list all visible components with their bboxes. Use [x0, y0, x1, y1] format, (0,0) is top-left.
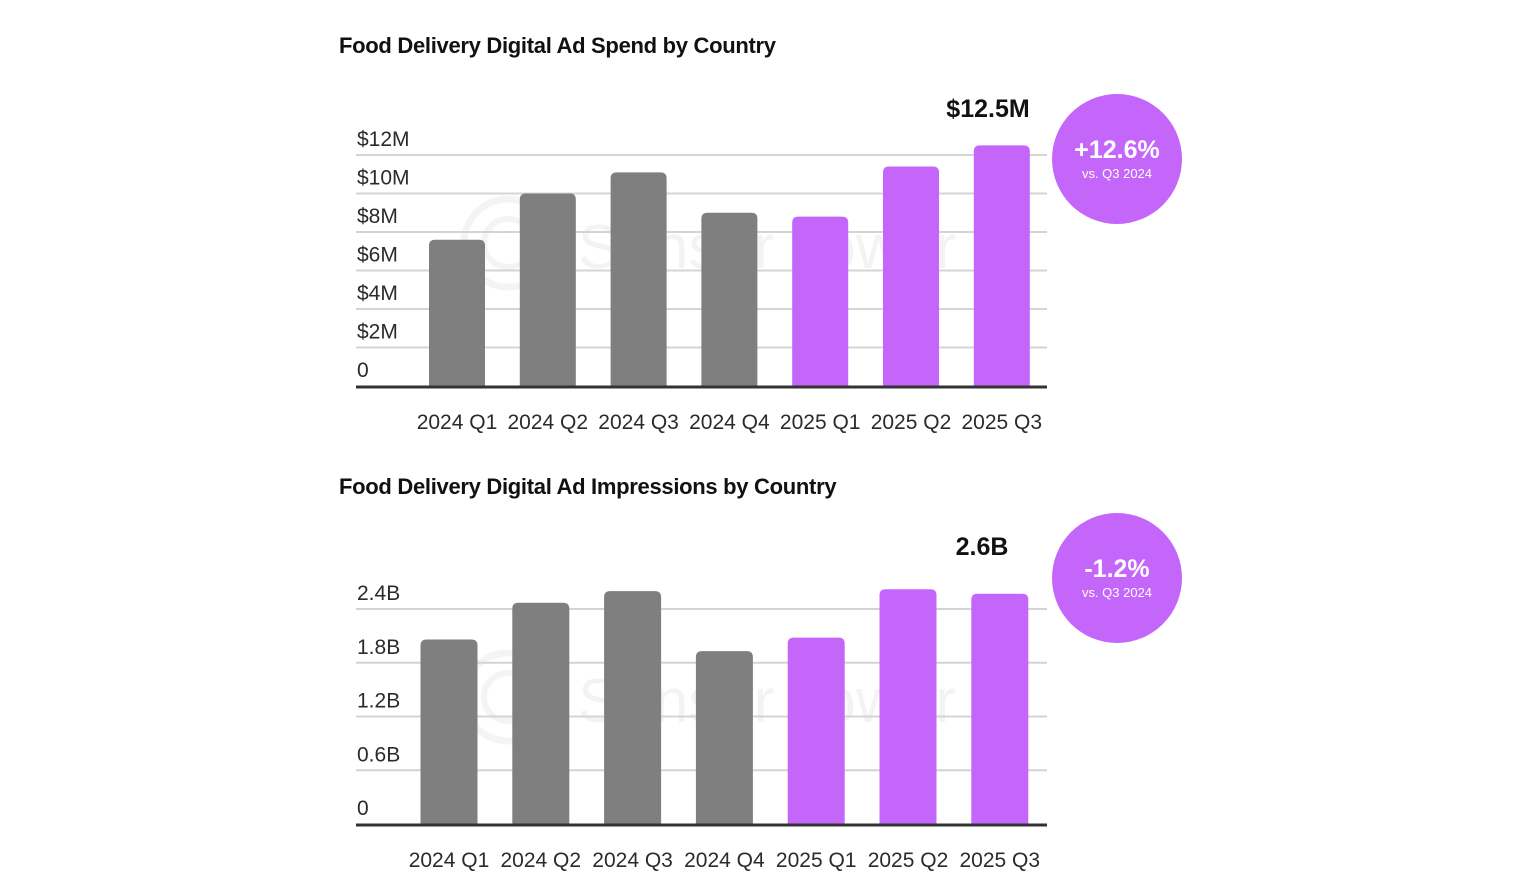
change-comparison: vs. Q3 2024	[1081, 166, 1153, 181]
y-tick-label: $6M	[357, 244, 398, 267]
impressions-chart-section: Food Delivery Digital Ad Impressions by …	[0, 440, 1515, 875]
x-tick-label: 2025 Q1	[780, 411, 861, 434]
y-tick-label: $12M	[357, 128, 410, 151]
chart-title: Food Delivery Digital Ad Spend by Countr…	[339, 33, 776, 58]
bar-2025-q3	[971, 593, 1029, 824]
y-tick-label: 1.2B	[357, 690, 400, 713]
bar-2025-q2	[883, 166, 939, 386]
x-tick-label: 2025 Q3	[960, 849, 1041, 872]
x-tick-label: 2025 Q2	[871, 411, 952, 434]
change-percent: +12.6%	[1074, 136, 1160, 164]
bar-2025-q3	[973, 145, 1030, 386]
change-badge: -1.2% vs. Q3 2024	[1052, 513, 1182, 643]
bar-2025-q1	[787, 637, 845, 824]
bar-2024-q4	[695, 651, 753, 824]
bar-2025-q2	[879, 589, 937, 824]
x-tick-label: 2024 Q4	[689, 411, 770, 434]
x-tick-label: 2024 Q1	[417, 411, 498, 434]
bar-2024-q3	[610, 172, 667, 386]
x-tick-label: 2024 Q2	[501, 849, 582, 872]
chart-title: Food Delivery Digital Ad Impressions by …	[339, 474, 837, 499]
x-tick-label: 2024 Q3	[592, 849, 673, 872]
y-tick-label: 0.6B	[357, 743, 400, 766]
x-tick-label: 2025 Q1	[776, 849, 857, 872]
x-tick-label: 2024 Q2	[508, 411, 589, 434]
change-comparison: vs. Q3 2024	[1081, 585, 1153, 600]
bar-2024-q1	[420, 639, 478, 824]
y-tick-label: 0	[357, 797, 369, 820]
bar-2024-q2	[512, 602, 570, 824]
bar-2024-q2	[519, 193, 576, 386]
bar-2024-q1	[429, 239, 485, 386]
x-tick-label: 2024 Q4	[684, 849, 765, 872]
x-tick-label: 2025 Q2	[868, 849, 949, 872]
bar-2024-q3	[604, 591, 662, 824]
highlight-value-label: 2.6B	[956, 533, 1009, 561]
y-tick-label: $2M	[357, 321, 398, 344]
y-tick-label: $4M	[357, 282, 398, 305]
y-tick-label: $8M	[357, 205, 398, 228]
change-percent: -1.2%	[1084, 555, 1150, 583]
x-tick-label: 2025 Q3	[962, 411, 1043, 434]
change-badge: +12.6% vs. Q3 2024	[1052, 94, 1182, 224]
y-tick-label: 2.4B	[357, 582, 400, 605]
bar-2025-q1	[792, 216, 849, 386]
highlight-value-label: $12.5M	[946, 95, 1029, 123]
y-tick-label: 1.8B	[357, 636, 400, 659]
y-tick-label: $10M	[357, 167, 410, 190]
bar-2024-q4	[701, 212, 758, 386]
x-tick-label: 2024 Q1	[409, 849, 490, 872]
x-tick-label: 2024 Q3	[598, 411, 679, 434]
spend-chart-section: Food Delivery Digital Ad Spend by Countr…	[339, 33, 1182, 434]
y-tick-label: 0	[357, 359, 369, 382]
